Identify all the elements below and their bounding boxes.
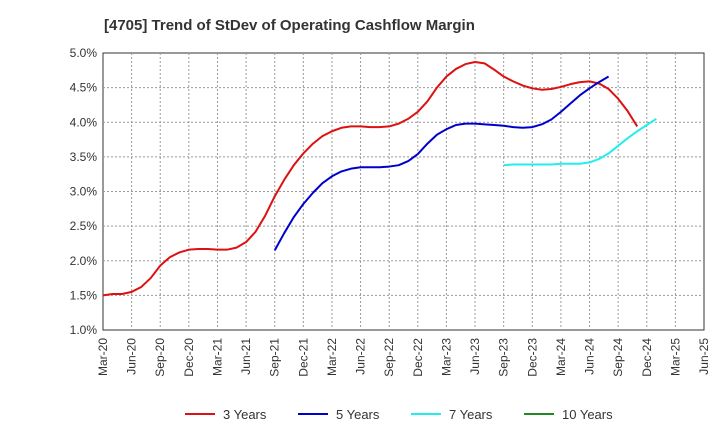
x-tick-label: Sep-22 (382, 338, 396, 377)
x-tick-label: Sep-21 (268, 338, 282, 377)
legend-label: 7 Years (449, 407, 493, 422)
y-tick-label: 1.5% (70, 288, 98, 302)
legend-label: 10 Years (562, 407, 613, 422)
legend: 3 Years 5 Years 7 Years 10 Years (185, 407, 613, 422)
series-line-2 (273, 75, 610, 251)
x-tick-label: Dec-22 (411, 338, 425, 377)
x-tick-label: Mar-22 (325, 338, 339, 376)
y-tick-label: 3.5% (70, 150, 98, 164)
x-tick-label: Jun-24 (583, 338, 597, 375)
x-tick-label: Sep-20 (153, 338, 167, 377)
x-tick-label: Mar-23 (439, 338, 453, 376)
series-line-3 (503, 117, 657, 167)
x-tick-label: Dec-23 (525, 338, 539, 377)
x-tick-label: Dec-21 (296, 338, 310, 377)
series-lines (102, 61, 657, 297)
x-tick-label: Mar-24 (554, 338, 568, 376)
x-tick-label: Dec-24 (640, 338, 654, 377)
x-tick-label: Sep-23 (497, 338, 511, 377)
x-tick-label: Jun-23 (468, 338, 482, 375)
x-tick-label: Dec-20 (182, 338, 196, 377)
x-tick-label: Mar-25 (668, 338, 682, 376)
legend-label: 5 Years (336, 407, 380, 422)
y-tick-label: 4.0% (70, 115, 98, 129)
y-tick-label: 2.5% (70, 219, 98, 233)
y-axis: 1.0% 1.5% 2.0% 2.5% 3.0% 3.5% 4.0% 4.5% 5.0% (70, 46, 98, 337)
y-tick-label: 1.0% (70, 323, 98, 337)
x-tick-label: Mar-21 (210, 338, 224, 376)
x-axis: Mar-20 Jun-20 Sep-20 Dec-20 Mar-21 Jun-21 Sep-… (96, 338, 711, 377)
x-tick-label: Jun-22 (354, 338, 368, 375)
series-line-1 (102, 61, 639, 297)
chart-title: [4705] Trend of StDev of Operating Cashf… (104, 17, 475, 34)
x-tick-label: Jun-25 (697, 338, 711, 375)
x-tick-label: Jun-20 (125, 338, 139, 375)
y-tick-label: 3.0% (70, 185, 98, 199)
y-tick-label: 2.0% (70, 254, 98, 268)
y-tick-label: 4.5% (70, 81, 98, 95)
y-tick-label: 5.0% (70, 46, 98, 60)
x-tick-label: Sep-24 (611, 338, 625, 377)
x-tick-label: Mar-20 (96, 338, 110, 376)
legend-label: 3 Years (223, 407, 267, 422)
x-tick-label: Jun-21 (239, 338, 253, 375)
